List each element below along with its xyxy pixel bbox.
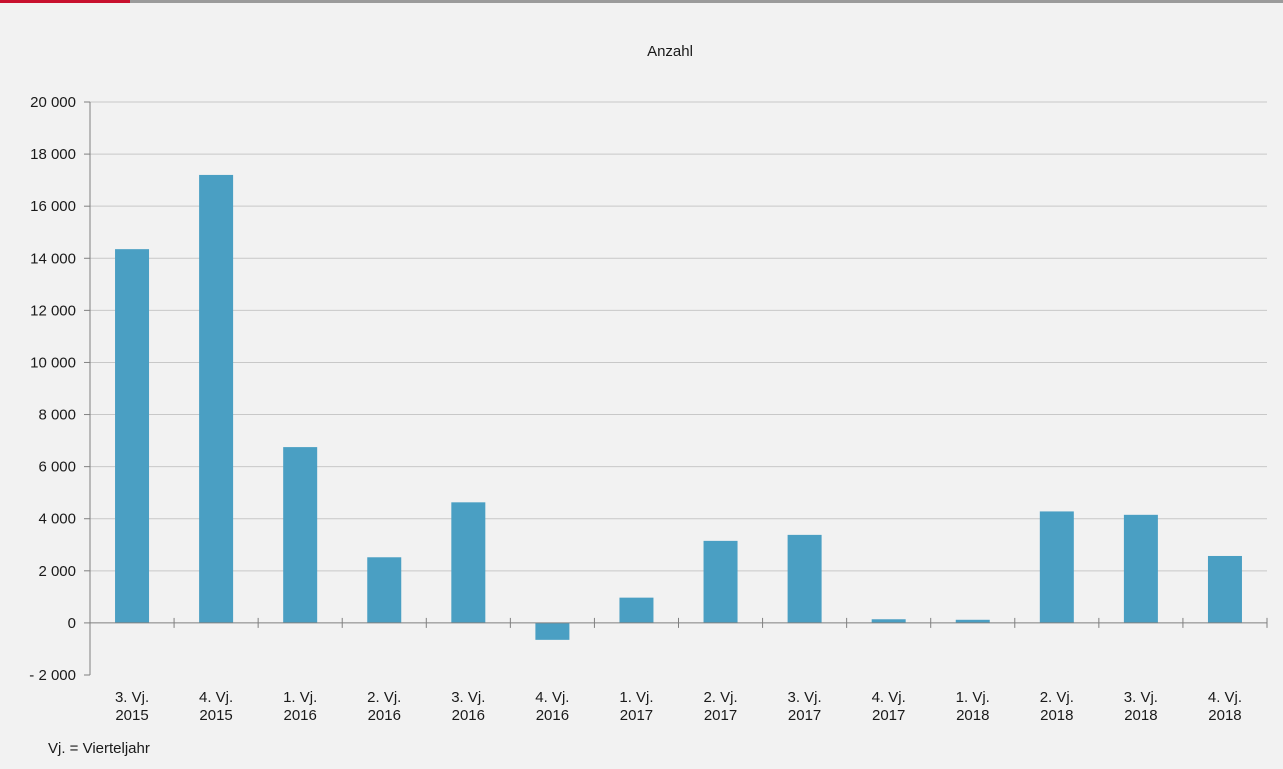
x-tick-label: 3. Vj. 2015	[115, 689, 149, 724]
x-tick-label: 3. Vj. 2017	[788, 689, 822, 724]
y-tick-label: 6 000	[38, 459, 76, 476]
x-tick-label: 1. Vj. 2016	[283, 689, 317, 724]
axes	[84, 101, 1268, 676]
x-tick-label: 4. Vj. 2018	[1208, 689, 1242, 724]
x-tick-labels: 3. Vj. 2015 4. Vj. 2015 1. Vj. 2016 2. Vj. 2016…	[115, 689, 1242, 724]
y-tick-label: 2 000	[38, 563, 76, 580]
bar	[283, 447, 318, 623]
x-tick-label: 4. Vj. 2016	[535, 689, 569, 724]
x-tick-label: 2. Vj. 2018	[1040, 689, 1074, 724]
bar	[451, 502, 486, 623]
y-tick-label: 0	[68, 615, 76, 632]
x-tick-label: 2. Vj. 2016	[367, 689, 401, 724]
y-tick-label: 12 000	[30, 302, 76, 319]
bar	[787, 534, 822, 623]
bar	[367, 557, 402, 623]
bar	[871, 619, 906, 623]
footnote: Vj. = Vierteljahr	[48, 740, 150, 757]
x-tick-label: 4. Vj. 2015	[199, 689, 233, 724]
bar	[1039, 511, 1074, 623]
y-tick-labels: - 2 000 0 2 000 4 000 6 000 8 000 10 000 12 000…	[29, 94, 76, 684]
x-tick-label: 4. Vj. 2017	[872, 689, 906, 724]
bar	[703, 540, 738, 623]
bar	[619, 597, 654, 623]
y-tick-label: 8 000	[38, 407, 76, 424]
y-tick-label: 18 000	[30, 146, 76, 163]
y-tick-label: 10 000	[30, 354, 76, 371]
bar	[1123, 514, 1158, 623]
x-tick-label: 1. Vj. 2018	[956, 689, 990, 724]
chart-title: Anzahl	[647, 43, 693, 60]
y-tick-label: 14 000	[30, 250, 76, 267]
top-rule	[0, 0, 1283, 3]
x-tick-label: 3. Vj. 2018	[1124, 689, 1158, 724]
y-tick-label: 4 000	[38, 511, 76, 528]
y-tick-label: 20 000	[30, 94, 76, 111]
bar	[955, 619, 990, 623]
x-tick-label: 2. Vj. 2017	[703, 689, 737, 724]
bars	[115, 174, 1242, 640]
y-tick-label: 16 000	[30, 198, 76, 215]
x-tick-label: 3. Vj. 2016	[451, 689, 485, 724]
top-accent-bar	[0, 0, 130, 3]
x-tick-label: 1. Vj. 2017	[619, 689, 653, 724]
y-tick-label: - 2 000	[29, 667, 76, 684]
bar	[199, 174, 234, 623]
gridlines	[90, 101, 1267, 572]
bar	[535, 622, 570, 640]
bar	[1207, 555, 1242, 623]
bar	[115, 249, 150, 623]
